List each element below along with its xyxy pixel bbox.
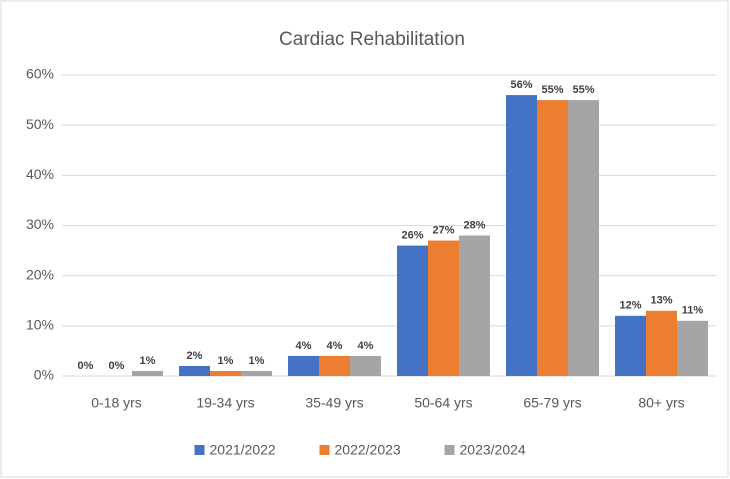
bar	[506, 95, 537, 377]
y-tick-label: 50%	[26, 116, 54, 132]
bar	[397, 245, 428, 376]
bar	[132, 370, 163, 376]
y-tick-label: 10%	[26, 317, 54, 333]
value-label: 0%	[109, 360, 125, 372]
legend-swatch	[319, 445, 330, 455]
value-label: 0%	[78, 360, 94, 372]
value-label: 55%	[541, 84, 563, 96]
x-tick-label: 65-79 yrs	[523, 395, 581, 411]
value-label: 4%	[296, 340, 312, 352]
value-label: 2%	[187, 350, 203, 362]
value-label: 13%	[650, 295, 672, 307]
value-label: 1%	[249, 355, 265, 367]
value-label: 11%	[682, 305, 704, 317]
x-tick-label: 35-49 yrs	[305, 395, 363, 411]
value-label: 1%	[140, 355, 156, 367]
bar	[646, 310, 677, 376]
bar	[428, 240, 459, 376]
value-label: 4%	[327, 340, 343, 352]
bar	[459, 235, 490, 376]
value-label: 56%	[510, 79, 532, 91]
legend-label: 2022/2023	[335, 442, 401, 458]
legend-swatch	[444, 445, 455, 455]
y-tick-label: 30%	[26, 216, 54, 232]
value-label: 28%	[463, 219, 485, 231]
chart-title: Cardiac Rehabilitation	[279, 29, 465, 50]
value-label: 12%	[619, 300, 641, 312]
y-tick-label: 0%	[34, 367, 54, 383]
bar	[179, 365, 210, 376]
y-tick-label: 60%	[26, 66, 54, 82]
bar	[319, 355, 350, 376]
value-label: 1%	[218, 355, 234, 367]
y-tick-label: 20%	[26, 266, 54, 282]
legend-label: 2023/2024	[460, 442, 526, 458]
bar	[241, 370, 272, 376]
x-tick-label: 50-64 yrs	[414, 395, 472, 411]
value-label: 4%	[358, 340, 374, 352]
x-tick-label: 80+ yrs	[638, 395, 684, 411]
legend-label: 2021/2022	[210, 442, 276, 458]
value-label: 55%	[572, 84, 594, 96]
bar	[615, 315, 646, 376]
value-label: 26%	[401, 229, 423, 241]
legend-swatch	[194, 445, 205, 455]
bar	[537, 100, 568, 376]
bar	[210, 370, 241, 376]
bar	[677, 320, 708, 376]
y-tick-label: 40%	[26, 166, 54, 182]
bar	[568, 100, 599, 376]
x-tick-label: 19-34 yrs	[196, 395, 254, 411]
x-tick-label: 0-18 yrs	[91, 395, 142, 411]
value-label: 27%	[432, 224, 454, 236]
bar	[350, 355, 381, 376]
bar	[288, 355, 319, 376]
